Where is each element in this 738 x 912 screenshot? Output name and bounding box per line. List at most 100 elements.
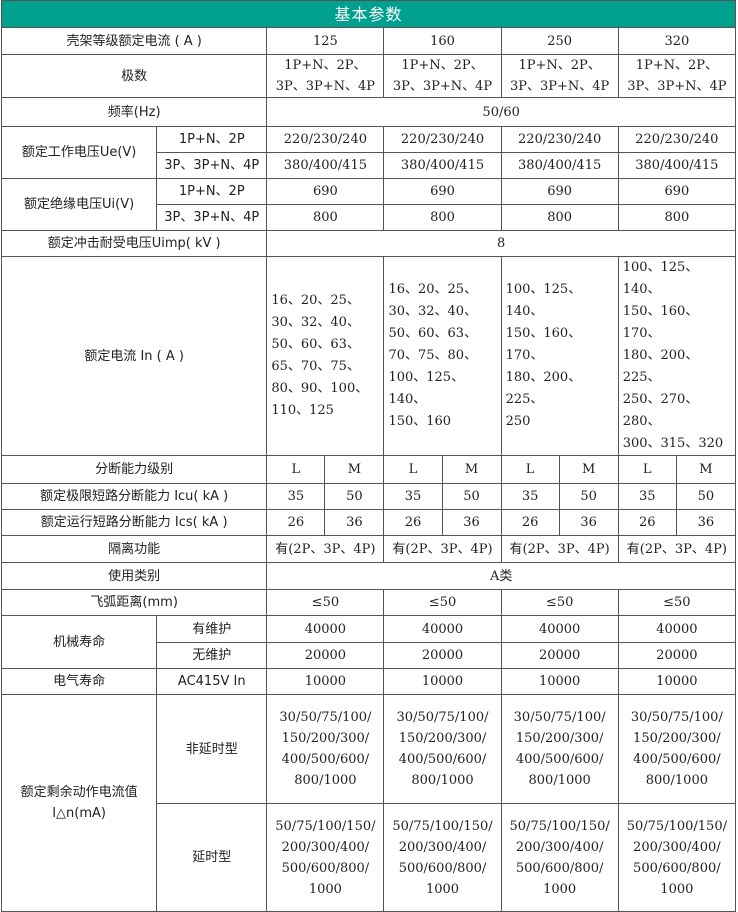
rated-current-value: 100、125、140、 150、160、170、 180、200、225、 2… xyxy=(617,256,737,456)
electrical-life-value: 10000 xyxy=(266,668,385,695)
table-row: 额定运行短路分断能力 Ics( kA ) 26 36 26 36 26 36 26 36 xyxy=(0,509,737,536)
sub-label: AC415V In xyxy=(156,668,268,695)
poles-value: 1P+N、2P、 3P、3P+N、4P xyxy=(383,54,502,98)
row-label: 机械寿命 xyxy=(0,615,158,669)
residual-current-value: 50/75/100/150/ 200/300/400/ 500/600/800/… xyxy=(617,803,737,912)
ue-value: 220/230/240 xyxy=(500,126,619,153)
sub-label: 3P、3P+N、4P xyxy=(156,204,268,231)
residual-current-value: 50/75/100/150/ 200/300/400/ 500/600/800/… xyxy=(383,803,502,912)
table-row: 额定绝缘电压Ui(V) 1P+N、2P 690 690 690 690 xyxy=(0,178,737,231)
mechanical-life-value: 40000 xyxy=(500,615,619,643)
ui-value: 690 xyxy=(500,178,619,205)
ue-value: 380/400/415 xyxy=(500,152,619,179)
table-row: 飞弧距离(mm) ≤50 ≤50 ≤50 ≤50 xyxy=(0,589,737,616)
ue-value: 380/400/415 xyxy=(617,152,737,179)
residual-current-value: 30/50/75/100/ 150/200/300/ 400/500/600/ … xyxy=(266,694,385,804)
residual-current-value: 50/75/100/150/ 200/300/400/ 500/600/800/… xyxy=(266,803,385,912)
arc-distance-value: ≤50 xyxy=(383,589,502,616)
electrical-life-value: 10000 xyxy=(617,668,737,695)
row-label: 额定剩余动作电流值 I△n(mA) xyxy=(0,694,158,912)
residual-current-value: 30/50/75/100/ 150/200/300/ 400/500/600/ … xyxy=(617,694,737,804)
mechanical-life-value: 40000 xyxy=(617,615,737,643)
icu-value: 35 xyxy=(617,483,677,510)
row-label: 额定冲击耐受电压Uimp( kV ) xyxy=(0,230,268,257)
row-label: 额定绝缘电压Ui(V) xyxy=(0,178,158,231)
row-label: 极数 xyxy=(0,54,268,98)
table-row: 频率(Hz) 50/60 xyxy=(0,97,736,127)
row-label: 分断能力级别 xyxy=(0,455,268,484)
ui-value: 690 xyxy=(266,178,385,205)
mechanical-life-value: 40000 xyxy=(383,615,502,643)
frame-current-value: 160 xyxy=(383,27,502,55)
residual-current-value: 30/50/75/100/ 150/200/300/ 400/500/600/ … xyxy=(383,694,502,804)
ics-value: 36 xyxy=(324,509,385,536)
icu-value: 50 xyxy=(675,483,737,510)
ics-value: 26 xyxy=(383,509,443,536)
breaking-level-value: L xyxy=(383,455,443,484)
row-label: 电气寿命 xyxy=(0,668,158,695)
table-row: 无维护 20000 20000 20000 20000 xyxy=(2,642,737,669)
ue-value: 380/400/415 xyxy=(266,152,385,179)
icu-value: 50 xyxy=(558,483,619,510)
table-row: 额定冲击耐受电压Uimp( kV ) 8 xyxy=(0,230,736,257)
row-label: 壳架等级额定电流 ( A ) xyxy=(0,27,268,55)
poles-value: 1P+N、2P、 3P、3P+N、4P xyxy=(266,54,385,98)
ue-value: 220/230/240 xyxy=(266,126,385,153)
electrical-life-value: 10000 xyxy=(500,668,619,695)
table-row: 额定电流 In ( A ) 16、20、25、 30、32、40、 50、60、6… xyxy=(0,256,737,456)
ics-value: 36 xyxy=(558,509,619,536)
ue-value: 220/230/240 xyxy=(383,126,502,153)
ui-value: 800 xyxy=(266,204,385,231)
breaking-level-value: M xyxy=(324,455,385,484)
isolation-value: 有(2P、3P、4P) xyxy=(266,535,385,563)
arc-distance-value: ≤50 xyxy=(617,589,737,616)
residual-current-value: 50/75/100/150/ 200/300/400/ 500/600/800/… xyxy=(500,803,619,912)
table-row: 3P、3P+N、4P 380/400/415 380/400/415 380/400/… xyxy=(2,152,737,179)
breaking-level-value: M xyxy=(558,455,619,484)
rated-current-value: 16、20、25、 30、32、40、 50、60、63、 70、75、80、 … xyxy=(383,256,502,456)
table-header: 基本参数 xyxy=(1,0,736,28)
category-value: A类 xyxy=(266,562,736,590)
row-label: 额定工作电压Ue(V) xyxy=(0,126,158,179)
arc-distance-value: ≤50 xyxy=(266,589,385,616)
ui-value: 800 xyxy=(617,204,737,231)
mechanical-life-value: 20000 xyxy=(383,642,502,669)
table-row: 壳架等级额定电流 ( A ) 125 160 250 320 xyxy=(0,27,737,55)
ui-value: 690 xyxy=(383,178,502,205)
breaking-level-value: M xyxy=(675,455,737,484)
row-label: 使用类别 xyxy=(0,562,268,590)
ui-value: 800 xyxy=(500,204,619,231)
isolation-value: 有(2P、3P、4P) xyxy=(383,535,502,563)
icu-value: 35 xyxy=(500,483,560,510)
arc-distance-value: ≤50 xyxy=(500,589,619,616)
row-label: 额定运行短路分断能力 Ics( kA ) xyxy=(0,509,268,536)
table-row: 额定工作电压Ue(V) 1P+N、2P 220/230/240 220/230/240… xyxy=(0,126,737,179)
table-row: 极数 1P+N、2P、 3P、3P+N、4P 1P+N、2P、 3P、3P+N、4P… xyxy=(0,54,737,98)
sub-label: 非延时型 xyxy=(156,694,268,804)
ue-value: 220/230/240 xyxy=(617,126,737,153)
row-label: 额定电流 In ( A ) xyxy=(0,256,268,456)
table-row: 分断能力级别 L M L M L M L M xyxy=(0,455,737,484)
poles-value: 1P+N、2P、 3P、3P+N、4P xyxy=(500,54,619,98)
frequency-value: 50/60 xyxy=(266,97,736,127)
mechanical-life-value: 20000 xyxy=(500,642,619,669)
poles-value: 1P+N、2P、 3P、3P+N、4P xyxy=(617,54,737,98)
icu-value: 35 xyxy=(266,483,326,510)
rated-current-value: 100、125、140、 150、160、170、 180、200、225、 2… xyxy=(500,256,619,456)
breaking-level-value: M xyxy=(441,455,502,484)
sub-label: 1P+N、2P xyxy=(156,178,268,205)
sub-label: 1P+N、2P xyxy=(156,126,268,153)
table-row: 3P、3P+N、4P 800 800 800 800 xyxy=(2,204,737,231)
mechanical-life-value: 20000 xyxy=(266,642,385,669)
row-label: 飞弧距离(mm) xyxy=(0,589,268,616)
ics-value: 36 xyxy=(675,509,737,536)
ics-value: 36 xyxy=(441,509,502,536)
ics-value: 26 xyxy=(500,509,560,536)
table-row: 额定极限短路分断能力 Icu( kA ) 35 50 35 50 35 50 35 50 xyxy=(0,483,737,510)
ui-value: 690 xyxy=(617,178,737,205)
table-row: 机械寿命 有维护 40000 40000 40000 40000 xyxy=(0,615,737,669)
row-label: 额定极限短路分断能力 Icu( kA ) xyxy=(0,483,268,510)
table-row: 使用类别 A类 xyxy=(0,562,736,590)
rated-current-value: 16、20、25、 30、32、40、 50、60、63、 65、70、75、 … xyxy=(266,256,385,456)
